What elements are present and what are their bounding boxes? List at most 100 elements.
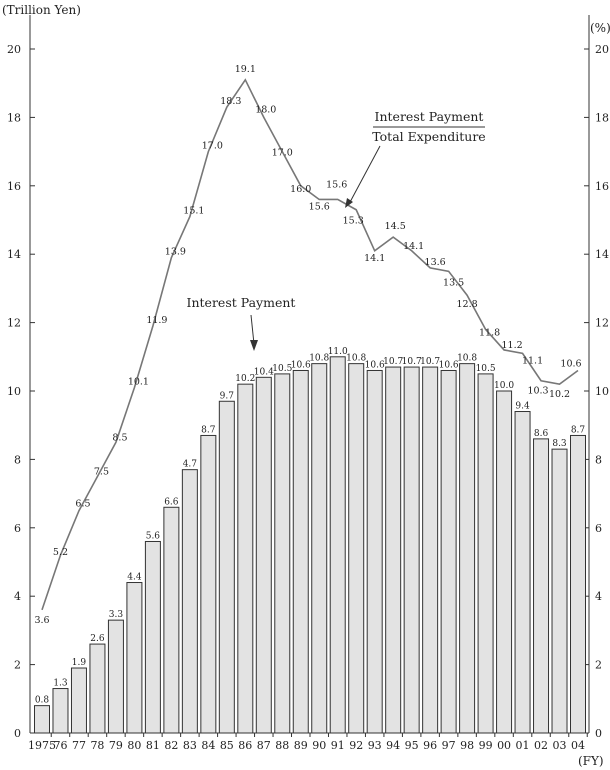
- bar: [200, 434, 217, 734]
- bar-data-label: 10.5: [272, 364, 292, 374]
- left-tick-label: 16: [7, 180, 21, 193]
- line-data-label: 15.3: [343, 216, 364, 227]
- left-tick-label: 6: [14, 522, 21, 535]
- bar-series-label: Interest Payment: [187, 295, 296, 310]
- line-data-label: 15.6: [309, 201, 330, 212]
- bar: [126, 582, 143, 734]
- right-tick-label: 2: [595, 659, 602, 672]
- ratio-annotation: Interest Payment Total Expenditure: [345, 109, 486, 208]
- right-axis-title: (%): [590, 21, 610, 35]
- bar-data-label: 3.3: [109, 610, 124, 620]
- left-axis-title: (Trillion Yen): [2, 3, 81, 17]
- x-tick-label: 80: [127, 739, 141, 752]
- bar-data-label: 8.7: [571, 425, 586, 435]
- bar-arrow-line: [250, 314, 255, 345]
- x-tick-label: 77: [72, 739, 86, 752]
- line-data-label: 10.3: [527, 386, 548, 397]
- line-data-label: 14.1: [403, 241, 424, 252]
- line-data-label: 3.6: [34, 615, 49, 626]
- bar-data-label: 9.7: [220, 391, 235, 401]
- bar-data-label: 10.5: [476, 364, 496, 374]
- bar-data-labels: 0.81.31.92.63.34.45.66.64.78.79.710.210.…: [35, 347, 586, 706]
- bar: [385, 366, 402, 734]
- right-tick-label: 8: [595, 453, 602, 466]
- line-data-label: 13.6: [425, 257, 446, 268]
- bar-data-label: 5.6: [146, 531, 161, 541]
- left-tick-label: 20: [7, 43, 21, 56]
- x-tick-label: 89: [294, 739, 308, 752]
- bar-data-label: 1.9: [72, 658, 87, 668]
- bar: [570, 434, 586, 734]
- left-tick-label: 10: [7, 385, 21, 398]
- line-data-label: 14.5: [385, 221, 406, 232]
- bar-data-label: 10.2: [235, 374, 255, 384]
- left-tick-label: 12: [7, 317, 21, 330]
- bar: [34, 705, 50, 734]
- x-tick-label: 93: [368, 739, 382, 752]
- right-tick-label: 18: [595, 111, 609, 124]
- left-tick-label: 0: [14, 727, 21, 740]
- bar-data-label: 10.0: [494, 381, 514, 391]
- line-data-label: 16.0: [290, 184, 311, 195]
- line-series: [41, 78, 579, 611]
- bar-data-label: 0.8: [35, 696, 50, 706]
- bar: [292, 369, 309, 734]
- bar: [107, 619, 124, 734]
- x-tick-label: 87: [257, 739, 271, 752]
- line-data-label: 15.6: [326, 179, 347, 190]
- x-tick-label: 84: [201, 739, 215, 752]
- bar: [274, 373, 291, 734]
- x-tick-label: 95: [405, 739, 419, 752]
- bar-data-label: 10.6: [365, 360, 385, 370]
- line-data-label: 5.2: [53, 547, 68, 558]
- x-tick-label: 86: [238, 739, 252, 752]
- line-data-label: 17.0: [202, 141, 223, 152]
- bar: [496, 390, 513, 734]
- bar-arrow-head: [250, 340, 258, 351]
- bar: [255, 376, 272, 734]
- x-tick-label: 85: [220, 739, 234, 752]
- bar-data-label: 10.4: [254, 367, 274, 377]
- bar: [514, 411, 531, 734]
- x-tick-label: 90: [312, 739, 326, 752]
- bar: [459, 363, 476, 734]
- bar: [311, 363, 328, 734]
- bar: [144, 540, 161, 734]
- x-tick-label: 78: [90, 739, 104, 752]
- bar: [181, 469, 198, 734]
- line-data-label: 15.1: [183, 206, 204, 217]
- bar: [403, 366, 420, 734]
- x-tick-label: 01: [516, 739, 530, 752]
- x-tick-label: 96: [423, 739, 437, 752]
- bar-data-label: 6.6: [164, 497, 179, 507]
- bar-data-label: 10.6: [291, 360, 311, 370]
- bar: [70, 667, 87, 734]
- bar: [348, 363, 365, 734]
- bar: [237, 383, 254, 734]
- bar-data-label: 4.7: [183, 460, 198, 470]
- x-tick-label: 82: [164, 739, 178, 752]
- x-tick-label: 91: [331, 739, 345, 752]
- line-data-label: 10.1: [128, 377, 149, 388]
- bar-data-label: 2.6: [90, 634, 105, 644]
- bar-data-label: 8.3: [552, 439, 567, 449]
- bar-annotation: Interest Payment: [187, 295, 296, 351]
- ratio-numerator-label: Interest Payment: [375, 109, 484, 124]
- left-axis-ticks: 0 2 4 6 8 10 12 14 16 18 20: [7, 43, 35, 740]
- right-tick-label: 16: [595, 180, 609, 193]
- x-tick-label: 81: [146, 739, 160, 752]
- right-tick-label: 14: [595, 248, 609, 261]
- x-tick-label: 79: [109, 739, 123, 752]
- bar: [366, 369, 383, 734]
- left-tick-label: 8: [14, 453, 21, 466]
- bar-data-label: 9.4: [515, 402, 530, 412]
- line-data-label: 11.8: [479, 327, 500, 338]
- line-data-label: 10.2: [549, 389, 570, 400]
- right-tick-label: 12: [595, 317, 609, 330]
- x-tick-label: 04: [571, 739, 585, 752]
- bar: [329, 356, 346, 734]
- bar-data-label: 8.6: [534, 429, 549, 439]
- x-tick-label: 00: [497, 739, 511, 752]
